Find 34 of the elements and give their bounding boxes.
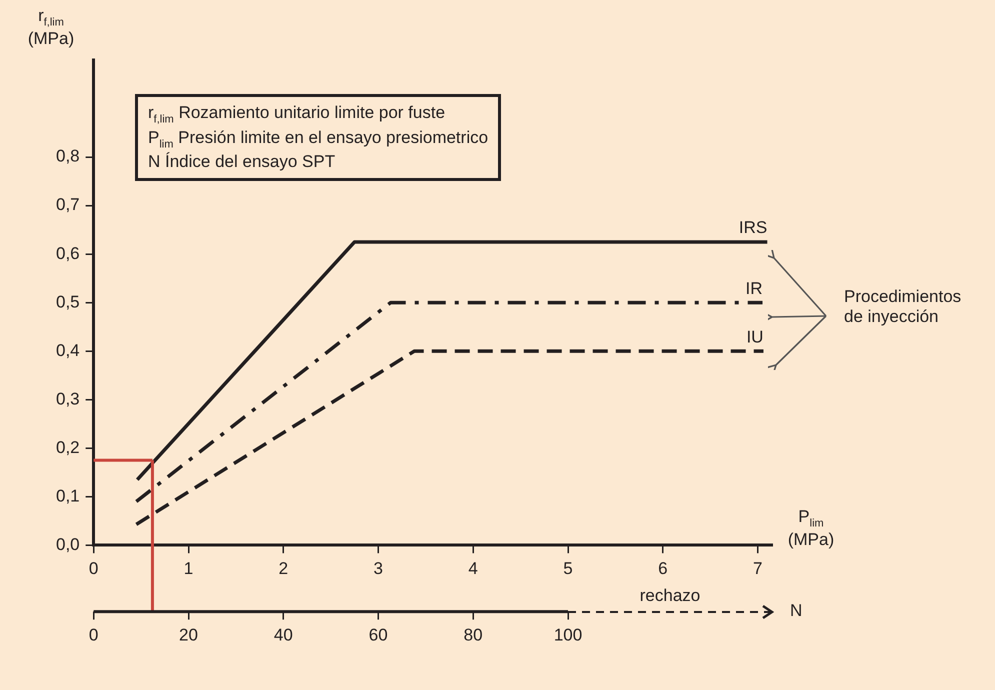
x-tick-label: 4: [468, 559, 478, 578]
text: rechazo: [638, 586, 702, 606]
y-tick-label: 0,4: [56, 340, 80, 360]
x2-tick-label: 40: [274, 625, 293, 644]
series-label: IRS: [738, 218, 768, 238]
y-tick-label: 0,0: [56, 534, 80, 554]
x2-tick-label: 0: [88, 625, 98, 644]
y-tick-label: 0,5: [56, 292, 80, 312]
series-label: IR: [746, 278, 763, 298]
y-tick-label: 0,3: [56, 389, 80, 408]
x-tick-label: 2: [278, 559, 288, 578]
annotation: P$_{lim}$ Presión limite en el ensayo presiometrico: [148, 126, 488, 152]
x-tick-label: 3: [374, 559, 383, 578]
x-tick-label: 7: [753, 559, 763, 578]
y-tick-label: 0,8: [56, 146, 80, 166]
y-tick-label: 0,2: [56, 438, 80, 457]
x-tick-label: 6: [658, 559, 668, 578]
x-tick-label: 0: [88, 559, 98, 578]
y-tick-label: 0,1: [56, 486, 80, 506]
annotation: N Índice del ensayo SPT: [148, 151, 336, 174]
x-axis-title: P$_{lim}$ (MPa): [786, 507, 836, 550]
x2-axis-title: N: [790, 600, 802, 620]
x2-tick-label: 80: [464, 625, 483, 644]
y-tick-label: 0,7: [56, 195, 80, 214]
x2-tick-label: 20: [179, 625, 198, 644]
y-tick-label: 0,6: [56, 244, 80, 263]
x-tick-label: 1: [184, 559, 194, 578]
x-tick-label: 5: [563, 559, 573, 578]
series-label: IU: [746, 327, 764, 346]
x2-tick-label: 100: [554, 625, 582, 644]
text: Procedimientos de inyección: [844, 287, 962, 326]
x2-tick-label: 60: [368, 625, 388, 644]
y-axis-title: r$_{f,lim}$ (MPa): [26, 6, 76, 49]
annotation: r$_{f,lim}$ Rozamiento unitario limite por fuste: [148, 102, 446, 127]
